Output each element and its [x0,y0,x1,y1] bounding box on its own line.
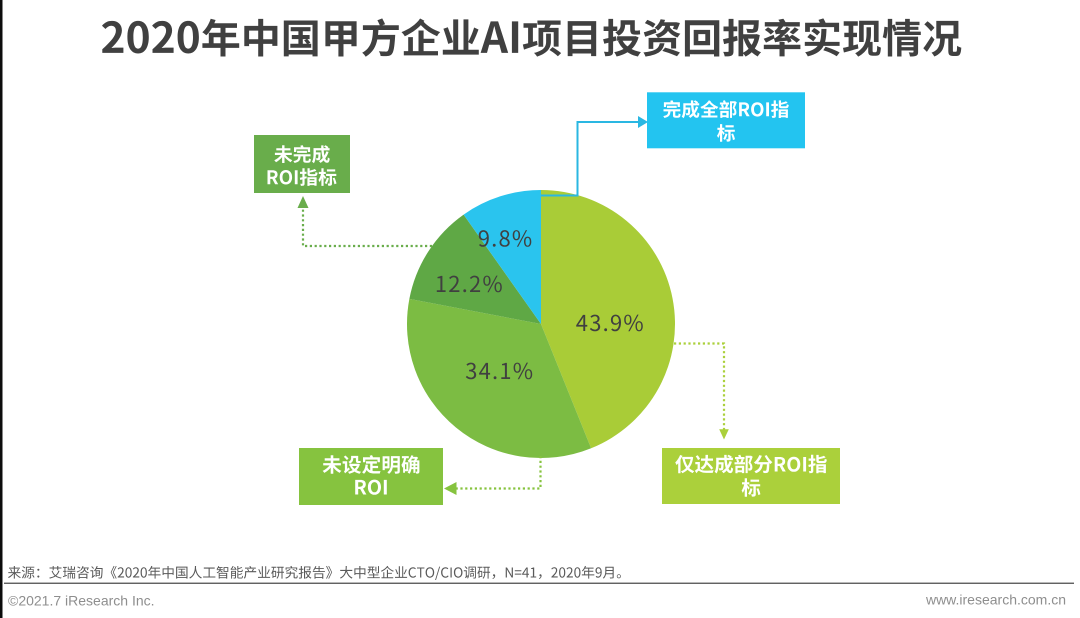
svg-text:©2021.7 iResearch Inc.: ©2021.7 iResearch Inc. [8,593,155,609]
svg-text:www.iresearch.com.cn: www.iresearch.com.cn [925,592,1066,608]
